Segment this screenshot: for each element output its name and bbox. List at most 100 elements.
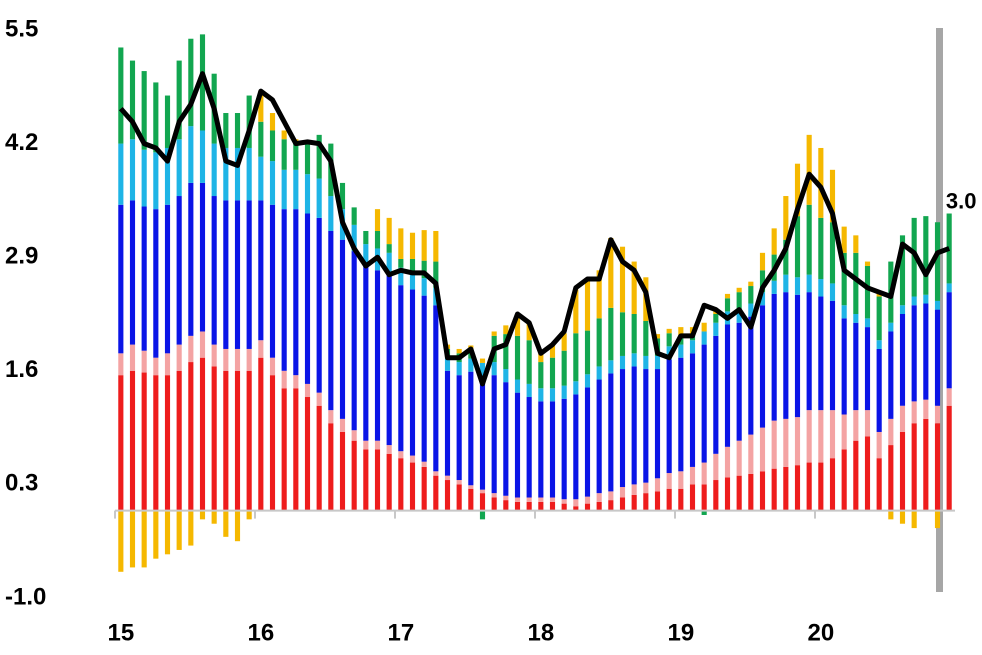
bar-segment <box>316 392 322 406</box>
bar-segment <box>853 235 859 253</box>
bar-segment <box>666 359 672 474</box>
bar-segment <box>654 369 661 479</box>
bar-segment <box>398 228 404 259</box>
bar-segment <box>701 462 707 485</box>
bar-segment <box>304 143 311 175</box>
bar-segment <box>269 375 276 511</box>
bar-segment <box>783 418 789 467</box>
y-tick-label: -1.0 <box>5 583 46 610</box>
bar-segment <box>409 232 416 259</box>
bar-segment <box>281 370 287 389</box>
bar-segment <box>748 286 754 304</box>
bar-segment <box>713 314 719 323</box>
bar-segment <box>433 475 439 511</box>
bar-segment <box>164 353 171 376</box>
bar-segment <box>188 38 194 127</box>
bar-segment <box>689 353 696 467</box>
bar-segment <box>608 373 614 492</box>
bar-segment <box>479 489 486 494</box>
bar-segment <box>316 217 322 393</box>
bar-segment <box>153 357 159 376</box>
end-label: 3.0 <box>946 188 977 213</box>
bar-segment <box>118 353 124 376</box>
y-tick-label: 0.3 <box>5 470 38 497</box>
bar-segment <box>269 130 276 162</box>
bar-segment <box>293 209 299 376</box>
bar-segment <box>328 196 334 231</box>
bar-segment <box>246 147 252 201</box>
bar-segment <box>549 497 556 502</box>
bar-segment <box>421 466 427 511</box>
bar-segment <box>946 292 952 389</box>
bar-segment <box>794 294 801 418</box>
bar-segment <box>514 392 521 498</box>
bar-segment <box>818 410 824 463</box>
bar-segment <box>864 436 871 511</box>
bar-segment <box>794 163 801 217</box>
bar-segment <box>584 374 591 388</box>
bar-segment <box>841 414 847 450</box>
bar-segment <box>281 169 287 210</box>
bar-segment <box>339 418 346 432</box>
bar-segment <box>584 503 591 511</box>
bar-segment <box>631 366 637 485</box>
bar-segment <box>666 473 672 489</box>
bar-segment <box>806 410 812 463</box>
bar-segment <box>526 397 532 498</box>
bar-segment <box>164 147 171 205</box>
bar-segment <box>258 340 264 358</box>
bar-segment <box>596 379 602 494</box>
bar-segment <box>771 228 777 255</box>
bar-segment <box>759 305 766 428</box>
bar-segment <box>713 453 719 481</box>
bar-segment <box>701 344 707 463</box>
bar-segment <box>468 371 474 486</box>
bar-segment <box>783 274 789 293</box>
bar-segment <box>398 451 404 459</box>
x-tick-label: 17 <box>387 619 414 646</box>
bar-segment <box>853 440 859 511</box>
bar-segment <box>806 204 812 275</box>
bar-segment <box>118 510 124 572</box>
bar-segment <box>374 270 381 441</box>
bar-segment <box>829 222 836 284</box>
bar-segment <box>759 471 766 511</box>
bar-segment <box>946 405 952 511</box>
bar-segment <box>164 95 171 148</box>
bar-segment <box>573 394 579 500</box>
bar-segment <box>176 60 182 140</box>
bar-segment <box>281 388 287 511</box>
bar-segment <box>689 340 696 354</box>
bar-segment <box>771 280 777 294</box>
bar-segment <box>619 312 626 356</box>
bar-segment <box>234 147 241 201</box>
bar-segment <box>351 251 357 431</box>
bar-segment <box>934 309 941 406</box>
bar-segment <box>538 401 544 498</box>
bar-segment <box>514 501 521 511</box>
bar-segment <box>748 434 754 474</box>
bar-segment <box>643 320 649 356</box>
bar-segment <box>678 344 684 358</box>
bar-segment <box>549 501 556 511</box>
bar-segment <box>584 387 591 497</box>
bar-segment <box>304 174 311 214</box>
bar-segment <box>888 322 894 332</box>
bar-segment <box>701 510 707 515</box>
bar-segment <box>654 491 661 511</box>
bar-segment <box>876 296 882 341</box>
bar-segment <box>654 334 661 339</box>
bar-segment <box>421 260 427 279</box>
bar-segment <box>853 314 859 323</box>
bar-segment <box>479 493 486 511</box>
bar-segment <box>444 475 451 481</box>
bar-segment <box>759 252 766 271</box>
bar-segment <box>526 501 532 511</box>
bar-segment <box>526 322 532 341</box>
bar-segment <box>479 376 486 490</box>
bar-segment <box>666 328 672 334</box>
bar-segment <box>643 369 649 483</box>
bar-segment <box>619 487 626 498</box>
bar-segment <box>911 510 917 529</box>
bar-segment <box>771 293 777 421</box>
